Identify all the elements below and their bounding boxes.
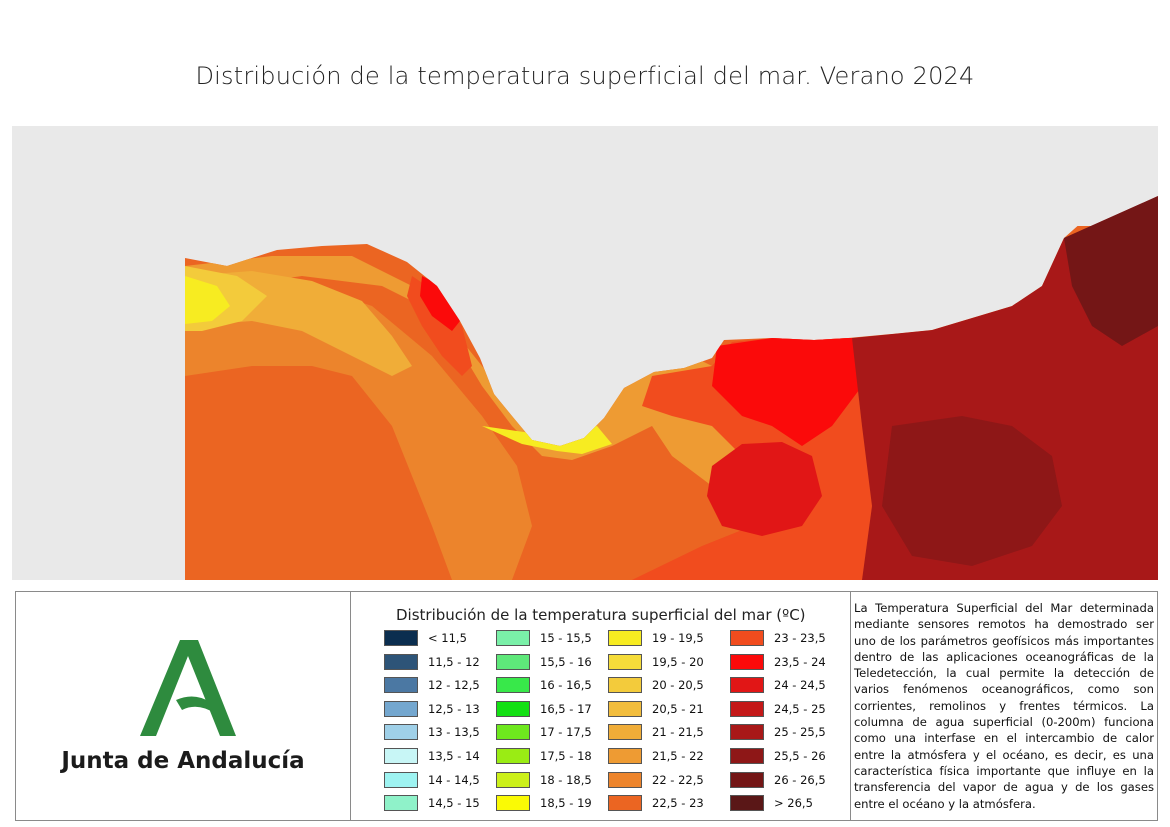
legend-swatch — [608, 653, 642, 670]
legend-label: 19,5 - 20 — [652, 654, 704, 669]
legend-swatch — [608, 630, 642, 646]
legend-label: 16 - 16,5 — [540, 678, 592, 693]
legend-label: 23 - 23,5 — [774, 631, 826, 645]
temp-band — [712, 338, 862, 446]
legend-swatch — [608, 748, 642, 764]
legend-label: 13 - 13,5 — [428, 725, 480, 740]
legend-label: 26 - 26,5 — [774, 772, 826, 787]
temp-band — [420, 276, 460, 331]
legend-label: 16,5 - 17 — [540, 701, 592, 716]
legend-label: 25 - 25,5 — [774, 725, 826, 740]
legend-swatch — [730, 748, 764, 764]
legend-label: 11,5 - 12 — [428, 654, 480, 669]
legend-swatch — [730, 700, 764, 717]
legend-swatch — [384, 748, 418, 764]
legend-swatch — [730, 677, 764, 694]
temp-band — [185, 276, 230, 324]
legend-label: 21 - 21,5 — [652, 725, 704, 740]
sst-map — [12, 126, 1158, 580]
legend-swatch — [608, 724, 642, 741]
legend-label: 22 - 22,5 — [652, 772, 704, 787]
legend-label: 15 - 15,5 — [540, 631, 592, 645]
legend-label: 24 - 24,5 — [774, 678, 826, 693]
legend-label: 24,5 - 25 — [774, 701, 826, 716]
legend-label: 18,5 - 19 — [540, 796, 592, 811]
legend-swatch — [608, 700, 642, 717]
legend-swatch — [730, 724, 764, 741]
temp-band — [185, 256, 752, 486]
legend-swatch — [384, 724, 418, 741]
legend-swatch — [496, 771, 530, 788]
legend-label: 21,5 - 22 — [652, 749, 704, 763]
legend-swatch — [384, 677, 418, 694]
legend-swatch — [496, 630, 530, 646]
brand-name: Junta de Andalucía — [61, 748, 305, 774]
legend-label: 13,5 - 14 — [428, 749, 480, 763]
temp-band — [185, 286, 532, 580]
legend: Distribución de la temperatura superfici… — [351, 592, 851, 820]
legend-swatch — [730, 630, 764, 646]
legend-label: 14 - 14,5 — [428, 772, 480, 787]
legend-label: 20 - 20,5 — [652, 678, 704, 693]
legend-swatch — [496, 724, 530, 741]
legend-swatch — [496, 748, 530, 764]
legend-swatch — [608, 795, 642, 812]
legend-label: < 11,5 — [428, 631, 467, 645]
legend-swatch — [608, 771, 642, 788]
legend-swatch — [384, 700, 418, 717]
legend-label: 22,5 - 23 — [652, 796, 704, 811]
legend-swatch — [496, 700, 530, 717]
legend-swatch — [730, 795, 764, 812]
legend-swatch — [496, 677, 530, 694]
andalucia-a-logo-icon — [140, 640, 236, 736]
legend-swatch — [384, 653, 418, 670]
legend-swatch — [384, 771, 418, 788]
legend-label: 25,5 - 26 — [774, 749, 826, 763]
legend-label: 23,5 - 24 — [774, 654, 826, 669]
legend-swatch — [608, 677, 642, 694]
legend-label: 15,5 - 16 — [540, 654, 592, 669]
legend-swatch — [730, 653, 764, 670]
info-panel: Junta de Andalucía Distribución de la te… — [15, 591, 1158, 821]
legend-label: > 26,5 — [774, 796, 813, 811]
legend-label: 12,5 - 13 — [428, 701, 480, 716]
legend-swatch — [730, 771, 764, 788]
temp-band — [707, 442, 822, 536]
legend-label: 17 - 17,5 — [540, 725, 592, 740]
description-text: La Temperatura Superficial del Mar deter… — [854, 601, 1154, 811]
map-title: Distribución de la temperatura superfici… — [195, 62, 975, 90]
legend-label: 12 - 12,5 — [428, 678, 480, 693]
legend-label: 18 - 18,5 — [540, 772, 592, 787]
legend-swatch — [496, 795, 530, 812]
legend-swatch — [496, 653, 530, 670]
logo-panel: Junta de Andalucía — [16, 592, 351, 820]
legend-title: Distribución de la temperatura superfici… — [396, 606, 806, 624]
legend-label: 14,5 - 15 — [428, 796, 480, 811]
legend-label: 17,5 - 18 — [540, 749, 592, 763]
temp-band — [1064, 196, 1158, 346]
legend-swatch — [384, 630, 418, 646]
legend-label: 19 - 19,5 — [652, 631, 704, 645]
temp-band — [882, 416, 1062, 566]
legend-label: 20,5 - 21 — [652, 701, 704, 716]
legend-swatch — [384, 795, 418, 812]
